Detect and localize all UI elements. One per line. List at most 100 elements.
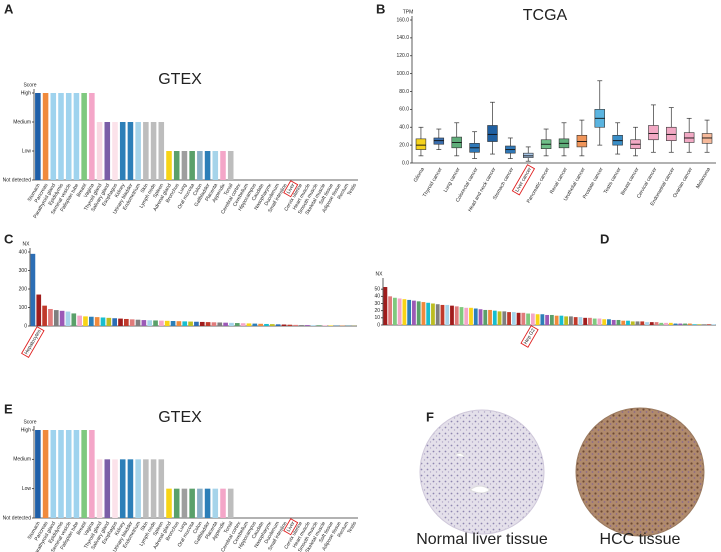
x-tick-label: Thyroid cancer bbox=[422, 166, 444, 198]
bar bbox=[426, 302, 431, 325]
highlight-box bbox=[283, 180, 299, 198]
tissue-image-normal bbox=[419, 409, 545, 535]
y-tick-label: 100 bbox=[19, 305, 28, 311]
bar bbox=[549, 314, 554, 325]
bar bbox=[258, 323, 263, 326]
bar bbox=[48, 308, 53, 326]
x-tick-label-group: Skin bbox=[140, 182, 150, 194]
bar bbox=[692, 324, 697, 325]
chart-title: GTEX bbox=[158, 409, 202, 426]
bar bbox=[540, 314, 545, 325]
x-tick-label-group: Tonsil bbox=[223, 183, 235, 197]
bar bbox=[252, 323, 258, 326]
bar bbox=[42, 430, 49, 518]
bar bbox=[602, 319, 607, 325]
image-caption: HCC tissue bbox=[600, 531, 681, 548]
y-tick-label: 120.0 bbox=[396, 53, 409, 59]
y-tick-label: 40 bbox=[374, 294, 380, 300]
bar bbox=[464, 307, 469, 325]
bar bbox=[65, 93, 72, 180]
x-tick-label: Lung cancer bbox=[443, 166, 462, 193]
x-tick-label-group: Glioma bbox=[413, 166, 426, 183]
bar bbox=[668, 322, 673, 325]
bar bbox=[112, 122, 118, 180]
x-tick-label: Hepatocytes bbox=[24, 328, 43, 356]
bar bbox=[530, 313, 535, 325]
bar bbox=[626, 320, 630, 325]
bar bbox=[454, 306, 459, 325]
x-tick-label-group: Lung bbox=[178, 520, 189, 533]
bar bbox=[507, 312, 511, 325]
bar bbox=[569, 316, 573, 325]
box bbox=[648, 125, 659, 141]
bar bbox=[407, 299, 412, 325]
image-caption: Normal liver tissue bbox=[416, 531, 548, 548]
bar bbox=[194, 321, 199, 326]
chart-title: TCGA bbox=[523, 7, 568, 24]
bar bbox=[119, 122, 126, 180]
bar bbox=[119, 459, 126, 518]
x-tick-label: Testis bbox=[346, 520, 358, 535]
y-tick-label: Medium bbox=[13, 119, 31, 125]
bar bbox=[135, 122, 141, 180]
bar bbox=[328, 325, 334, 326]
y-tick-label: 80.0 bbox=[399, 89, 409, 95]
bar bbox=[96, 122, 103, 180]
x-tick-label: Tonsil bbox=[223, 183, 235, 197]
x-tick-label: Tonsil bbox=[223, 521, 235, 535]
y-tick-label: 40.0 bbox=[399, 125, 409, 131]
bar bbox=[497, 311, 502, 325]
bar bbox=[706, 324, 711, 325]
bar bbox=[112, 318, 118, 326]
bar bbox=[223, 322, 228, 326]
y-tick-label: High bbox=[21, 90, 32, 96]
bar bbox=[402, 299, 407, 325]
y-tick-label: Not detected bbox=[3, 177, 32, 183]
bar bbox=[71, 313, 77, 326]
x-tick-label: Colon bbox=[192, 520, 204, 535]
bar bbox=[697, 324, 702, 325]
bar bbox=[573, 317, 578, 325]
bar bbox=[287, 324, 293, 326]
highlight-box bbox=[511, 164, 536, 196]
bar bbox=[166, 488, 172, 518]
bar bbox=[42, 305, 47, 326]
bar bbox=[421, 302, 426, 325]
bar bbox=[592, 318, 597, 325]
bar bbox=[53, 310, 59, 326]
y-tick-label: Medium bbox=[13, 457, 31, 463]
bar bbox=[141, 320, 147, 326]
bar bbox=[545, 314, 550, 325]
x-tick-label-group: Ovarian cancer bbox=[672, 166, 694, 199]
x-tick-label: Renal cancer bbox=[549, 166, 569, 195]
bar bbox=[73, 430, 80, 518]
bar bbox=[35, 93, 41, 180]
y-tick-label: 10 bbox=[374, 315, 380, 321]
bar bbox=[678, 323, 683, 325]
bar bbox=[299, 325, 304, 326]
bar bbox=[181, 488, 188, 518]
bar bbox=[204, 488, 211, 518]
box bbox=[487, 125, 498, 142]
x-tick-label: Lung bbox=[178, 520, 189, 533]
bar bbox=[440, 304, 445, 325]
x-tick-label-group: Testis bbox=[346, 520, 358, 535]
bar bbox=[445, 304, 450, 325]
bar bbox=[153, 320, 158, 326]
y-tick-label: 60.0 bbox=[399, 107, 409, 113]
bar bbox=[50, 93, 57, 180]
x-tick-label: Skin bbox=[140, 182, 150, 194]
bar bbox=[127, 459, 134, 518]
bar bbox=[89, 430, 95, 518]
bar bbox=[450, 305, 454, 325]
bar bbox=[158, 122, 165, 180]
x-tick-label: Lung bbox=[178, 182, 189, 195]
x-tick-label-group: Renal cancer bbox=[549, 166, 569, 195]
bar bbox=[211, 322, 217, 326]
y-tick-label: 100.0 bbox=[396, 71, 409, 77]
bar bbox=[73, 93, 80, 180]
bar bbox=[246, 323, 252, 326]
y-axis-label: Score bbox=[23, 419, 36, 425]
y-axis-label: TPM bbox=[403, 9, 414, 15]
bar bbox=[564, 316, 569, 325]
